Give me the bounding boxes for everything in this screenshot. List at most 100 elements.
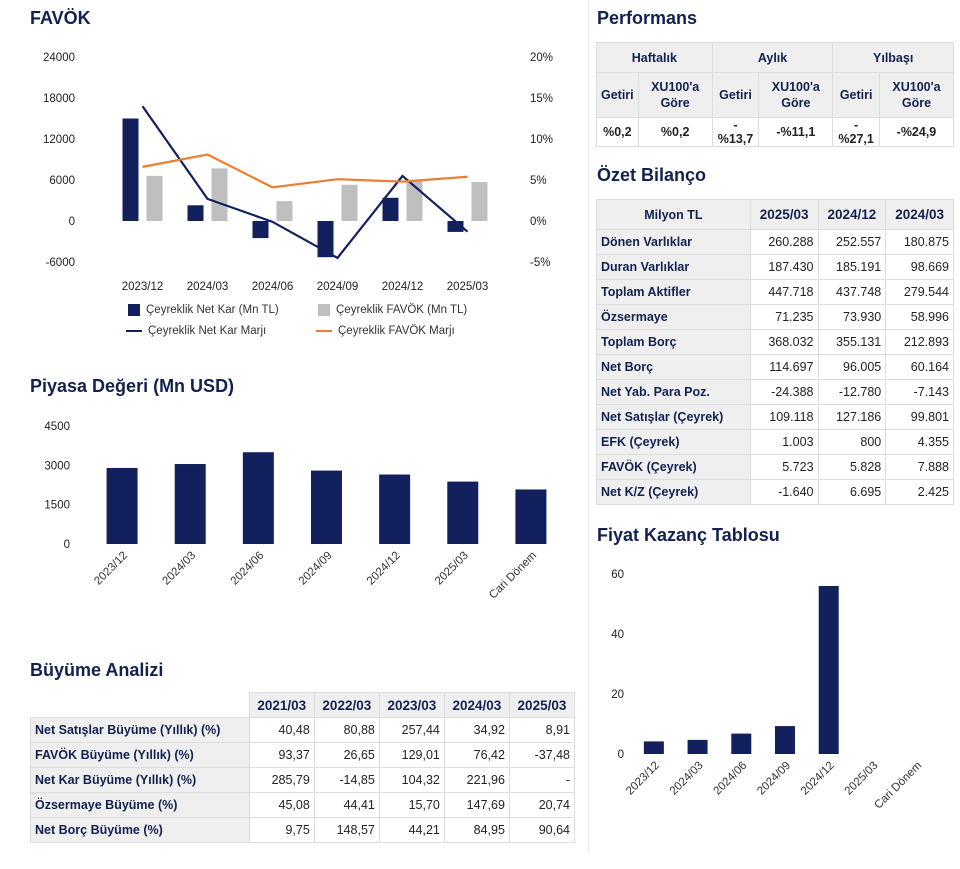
growth-row-label: Özsermaye Büyüme (%) — [30, 792, 250, 818]
growth-row-label: Net Borç Büyüme (%) — [30, 817, 250, 843]
performance-values-row: %0,2 %0,2 -%13,7 -%11,1 -%27,1 -%24,9 — [596, 117, 955, 147]
growth-value: 84,95 — [443, 817, 510, 843]
perf-value: %0,2 — [596, 117, 639, 147]
balance-value: 260.288 — [749, 229, 819, 255]
balance-row: Net Borç 114.697 96.005 60.164 — [596, 354, 954, 380]
balance-value: 58.996 — [885, 304, 954, 330]
balance-row: Toplam Borç 368.032 355.131 212.893 — [596, 329, 954, 355]
balance-value: 6.695 — [817, 479, 887, 505]
balance-row: Net Satışlar (Çeyrek) 109.118 127.186 99.80… — [596, 404, 954, 430]
piyasa-title: Piyasa Değeri (Mn USD) — [30, 376, 235, 396]
y-right-tick-label: 15% — [530, 93, 553, 105]
balance-value: 60.164 — [885, 354, 954, 380]
legend-net-kar-marji: Çeyreklik Net Kar Marjı — [126, 325, 266, 337]
y-left-tick-label: -6000 — [46, 257, 75, 269]
balance-row: Duran Varlıklar 187.430 185.191 98.669 — [596, 254, 954, 280]
x-tick-label: 2024/12 — [365, 550, 403, 588]
balance-value: 185.191 — [817, 254, 887, 280]
perf-value: -%27,1 — [832, 117, 880, 147]
y-right-tick-label: 0% — [530, 216, 547, 228]
legend-swatch — [318, 304, 330, 316]
bar — [311, 470, 342, 544]
perf-value: %0,2 — [637, 117, 713, 147]
growth-value: 9,75 — [248, 817, 315, 843]
bar — [174, 464, 206, 544]
balance-header-cell: 2024/03 — [885, 199, 954, 230]
growth-header-blank — [30, 692, 250, 718]
x-tick-label: 2024/03 — [187, 281, 229, 293]
balance-value: 96.005 — [817, 354, 887, 380]
y-right-tick-label: 20% — [530, 52, 553, 64]
bar — [775, 726, 795, 754]
bar-net-kar — [382, 197, 399, 221]
bilanco-title: Özet Bilanço — [597, 165, 707, 185]
y-tick-label: 60 — [611, 569, 624, 581]
balance-row: Toplam Aktifler 447.718 437.748 279.544 — [596, 279, 954, 305]
balance-value: -12.780 — [817, 379, 887, 405]
balance-value: 4.355 — [885, 429, 954, 455]
bar — [731, 733, 752, 754]
legend-label: Çeyreklik Net Kar Marjı — [148, 325, 267, 337]
growth-row: Özsermaye Büyüme (%) 45,08 44,41 15,70 147,6… — [30, 792, 576, 818]
growth-value: -37,48 — [508, 742, 576, 768]
growth-value: 20,74 — [508, 792, 576, 818]
bar-net-kar — [122, 118, 139, 221]
growth-row: FAVÖK Büyüme (Yıllık) (%) 93,37 26,65 129,0… — [30, 742, 576, 768]
balance-value: 73.930 — [817, 304, 887, 330]
x-tick-label: 2024/06 — [229, 550, 267, 588]
balance-header-cell: 2025/03 — [749, 199, 819, 230]
balance-value: 5.828 — [817, 454, 887, 480]
legend-label: Çeyreklik FAVÖK (Mn TL) — [336, 304, 468, 316]
growth-row-label: FAVÖK Büyüme (Yıllık) (%) — [30, 742, 250, 768]
balance-value: 212.893 — [885, 329, 954, 355]
growth-header-cell: 2025/03 — [508, 692, 576, 718]
growth-row: Net Satışlar Büyüme (Yıllık) (%) 40,48 80,… — [30, 717, 576, 743]
bar-net-kar — [447, 221, 464, 232]
y-right-tick-label: 10% — [530, 134, 553, 146]
x-tick-label: 2024/06 — [712, 760, 750, 798]
legend-swatch — [128, 304, 140, 316]
growth-value: 26,65 — [313, 742, 380, 768]
performance-sub-row: Getiri XU100'a Göre Getiri XU100'a Göre … — [596, 72, 955, 118]
balance-value: 114.697 — [749, 354, 819, 380]
balance-row-label: EFK (Çeyrek) — [596, 429, 751, 455]
bar — [447, 481, 479, 544]
x-tick-label: 2023/12 — [92, 550, 130, 588]
balance-row: Özsermaye 71.235 73.930 58.996 — [596, 304, 954, 330]
bar-favok — [406, 181, 423, 221]
balance-value: 109.118 — [749, 404, 819, 430]
y-left-tick-label: 6000 — [49, 175, 75, 187]
favok-title: FAVÖK — [30, 8, 91, 28]
legend-label: Çeyreklik Net Kar (Mn TL) — [146, 304, 279, 316]
bar-favok — [211, 168, 228, 221]
growth-value: 44,21 — [378, 817, 445, 843]
balance-value: 187.430 — [749, 254, 819, 280]
perf-value: -%24,9 — [878, 117, 955, 147]
balance-row: Net Yab. Para Poz. -24.388 -12.780 -7.143 — [596, 379, 954, 405]
growth-table: 2021/03 2022/03 2023/03 2024/03 2025/03 Net S… — [30, 692, 576, 843]
growth-value: -14,85 — [313, 767, 380, 793]
x-tick-label: 2025/03 — [447, 281, 489, 293]
balance-row-label: Dönen Varlıklar — [596, 229, 751, 255]
x-tick-label: 2023/12 — [122, 281, 164, 293]
balance-value: 800 — [817, 429, 887, 455]
bar-favok — [471, 182, 488, 221]
fk-title: Fiyat Kazanç Tablosu — [597, 525, 780, 545]
growth-header-cell: 2022/03 — [313, 692, 380, 718]
balance-row-label: Net Borç — [596, 354, 751, 380]
growth-value: 15,70 — [378, 792, 445, 818]
sub-xu100: XU100'a Göre — [637, 72, 713, 118]
balance-value: 1.003 — [749, 429, 819, 455]
balance-value: 7.888 — [885, 454, 954, 480]
legend-label: Çeyreklik FAVÖK Marjı — [338, 325, 455, 337]
growth-value: 44,41 — [313, 792, 380, 818]
balance-row-label: Toplam Borç — [596, 329, 751, 355]
x-tick-label: 2024/09 — [297, 550, 335, 588]
y-left-tick-label: 18000 — [43, 93, 75, 105]
growth-value: 45,08 — [248, 792, 315, 818]
balance-header-cell: Milyon TL — [596, 199, 751, 230]
balance-value: 2.425 — [885, 479, 954, 505]
balance-value: 447.718 — [749, 279, 819, 305]
group-monthly: Aylık — [711, 42, 834, 73]
